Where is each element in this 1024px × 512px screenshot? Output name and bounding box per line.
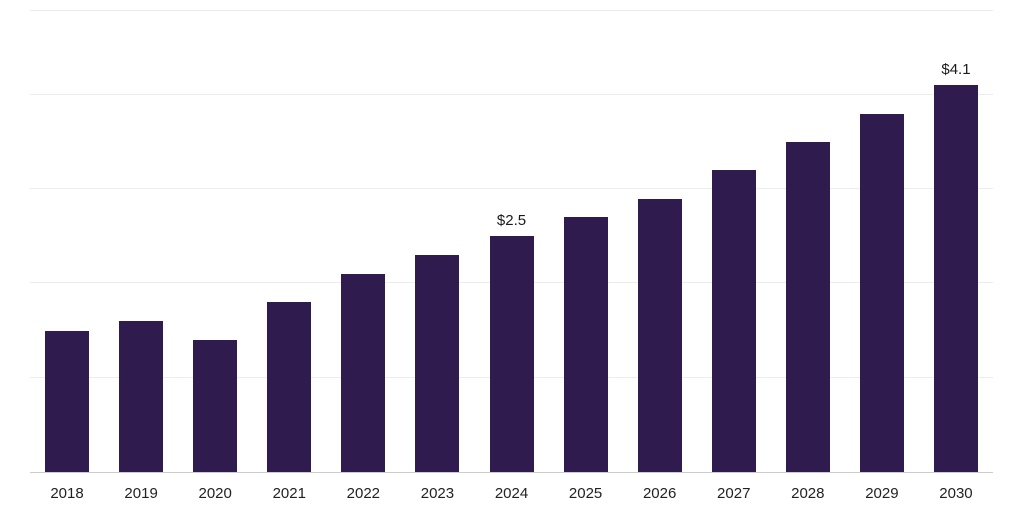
x-tick-label: 2022 [346, 485, 381, 502]
bar-column-2019 [104, 11, 178, 472]
x-tick-label: 2021 [272, 485, 306, 502]
bar-2027 [711, 170, 756, 472]
bar-column-2024: $2.5 [474, 11, 548, 472]
bar-column-2029 [845, 11, 919, 472]
bar-2024 [489, 236, 534, 472]
bar-column-2018 [30, 11, 104, 472]
bar-2025 [563, 217, 608, 472]
bar-2019 [119, 321, 164, 472]
bar-column-2026 [623, 11, 697, 472]
x-tick-label: 2018 [50, 485, 84, 502]
x-tick-label: 2020 [198, 485, 232, 502]
x-tick-label: 2019 [124, 485, 158, 502]
bar-column-2030: $4.1 [919, 11, 993, 472]
x-tick-label: 2023 [420, 485, 455, 502]
bar-column-2021 [252, 11, 326, 472]
plot-area: $2.5 $4.1 [30, 10, 993, 472]
bar-column-2023 [400, 11, 474, 472]
x-axis-labels: 2018 2019 2020 2021 2022 2023 2024 2025 2026 2027… [30, 473, 993, 502]
bar-2020 [193, 340, 238, 472]
bar-2023 [415, 255, 460, 472]
bar-column-2028 [771, 11, 845, 472]
x-tick-label: 2024 [494, 485, 529, 502]
bar-2026 [637, 198, 682, 472]
bar-2030 [933, 85, 978, 472]
bars-container: $2.5 $4.1 [30, 11, 993, 472]
bar-column-2022 [326, 11, 400, 472]
x-tick-label: 2030 [939, 485, 973, 502]
bar-column-2025 [549, 11, 623, 472]
x-tick-label: 2027 [717, 485, 751, 502]
x-tick-label: 2025 [568, 485, 603, 502]
bar-2029 [859, 113, 904, 472]
x-tick-label: 2028 [791, 485, 825, 502]
bar-column-2027 [697, 11, 771, 472]
x-tick-label: 2026 [642, 485, 677, 502]
gridline [30, 188, 993, 190]
bar-value-label: $4.1 [941, 61, 971, 79]
x-tick-label: 2029 [865, 485, 899, 502]
x-axis-line [30, 472, 993, 473]
bar-value-label: $2.5 [496, 212, 527, 230]
gridline [30, 93, 993, 95]
bar-2028 [785, 142, 830, 472]
bar-column-2020 [178, 11, 252, 472]
bar-2018 [45, 330, 90, 472]
bar-2021 [267, 302, 312, 472]
bar-2022 [341, 274, 386, 472]
